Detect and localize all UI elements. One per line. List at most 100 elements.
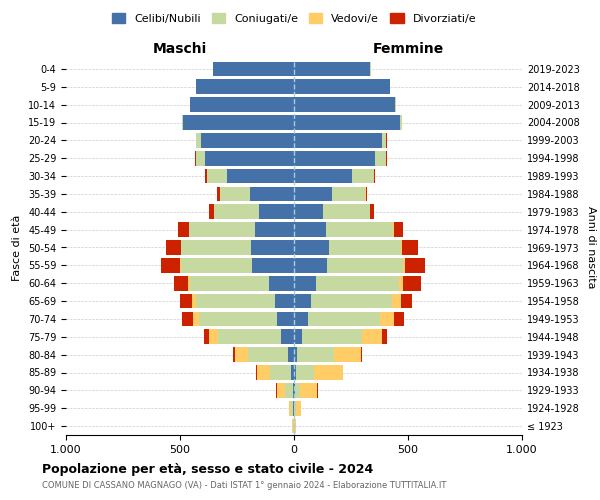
Bar bbox=[184, 115, 294, 130]
Bar bbox=[189, 222, 255, 237]
Bar bbox=[205, 151, 294, 166]
Bar bbox=[220, 186, 250, 201]
Bar bbox=[200, 133, 294, 148]
Bar bbox=[302, 330, 362, 344]
Bar bbox=[295, 401, 296, 415]
Bar bbox=[291, 365, 294, 380]
Bar bbox=[329, 240, 401, 255]
Bar bbox=[382, 133, 386, 148]
Bar bbox=[277, 312, 294, 326]
Bar bbox=[284, 383, 293, 398]
Bar bbox=[394, 312, 404, 326]
Bar bbox=[256, 365, 257, 380]
Bar bbox=[161, 258, 180, 272]
Bar bbox=[392, 294, 401, 308]
Bar bbox=[294, 276, 316, 290]
Text: COMUNE DI CASSANO MAGNAGO (VA) - Dati ISTAT 1° gennaio 2024 - Elaborazione TUTTI: COMUNE DI CASSANO MAGNAGO (VA) - Dati IS… bbox=[42, 481, 446, 490]
Bar bbox=[248, 348, 289, 362]
Bar bbox=[293, 401, 294, 415]
Bar bbox=[166, 240, 181, 255]
Bar bbox=[251, 240, 294, 255]
Bar bbox=[399, 276, 403, 290]
Bar bbox=[294, 383, 295, 398]
Legend: Celibi/Nubili, Coniugati/e, Vedovi/e, Divorziati/e: Celibi/Nubili, Coniugati/e, Vedovi/e, Di… bbox=[112, 13, 476, 24]
Bar bbox=[190, 98, 294, 112]
Bar bbox=[190, 276, 269, 290]
Bar bbox=[233, 348, 235, 362]
Bar bbox=[295, 383, 300, 398]
Bar bbox=[394, 222, 403, 237]
Bar bbox=[257, 365, 269, 380]
Bar bbox=[295, 419, 296, 434]
Bar bbox=[401, 294, 412, 308]
Bar bbox=[375, 151, 386, 166]
Bar bbox=[395, 98, 396, 112]
Bar bbox=[196, 294, 275, 308]
Bar bbox=[326, 222, 393, 237]
Text: Maschi: Maschi bbox=[153, 42, 207, 56]
Bar bbox=[294, 186, 332, 201]
Bar bbox=[293, 383, 294, 398]
Y-axis label: Fasce di età: Fasce di età bbox=[13, 214, 22, 280]
Bar bbox=[259, 204, 294, 219]
Bar bbox=[252, 258, 294, 272]
Bar bbox=[277, 383, 284, 398]
Bar bbox=[393, 222, 394, 237]
Bar bbox=[181, 294, 192, 308]
Bar bbox=[255, 222, 294, 237]
Bar bbox=[192, 294, 196, 308]
Bar bbox=[294, 133, 382, 148]
Bar bbox=[327, 258, 403, 272]
Bar bbox=[352, 168, 374, 184]
Bar bbox=[294, 294, 311, 308]
Bar bbox=[199, 312, 277, 326]
Bar bbox=[400, 115, 402, 130]
Bar bbox=[361, 348, 362, 362]
Bar bbox=[235, 348, 248, 362]
Bar bbox=[204, 330, 209, 344]
Bar bbox=[275, 294, 294, 308]
Bar bbox=[181, 240, 251, 255]
Bar bbox=[294, 62, 370, 76]
Bar bbox=[300, 383, 317, 398]
Bar bbox=[217, 186, 220, 201]
Bar bbox=[214, 204, 259, 219]
Bar bbox=[403, 258, 405, 272]
Bar bbox=[362, 330, 382, 344]
Bar bbox=[332, 186, 365, 201]
Bar bbox=[294, 115, 400, 130]
Bar bbox=[401, 240, 402, 255]
Bar bbox=[173, 276, 188, 290]
Bar bbox=[316, 276, 399, 290]
Bar bbox=[294, 80, 390, 94]
Bar bbox=[289, 348, 294, 362]
Bar bbox=[294, 348, 297, 362]
Bar bbox=[294, 98, 395, 112]
Bar bbox=[218, 330, 281, 344]
Bar bbox=[294, 151, 375, 166]
Bar bbox=[208, 168, 227, 184]
Bar bbox=[294, 312, 308, 326]
Y-axis label: Anni di nascita: Anni di nascita bbox=[586, 206, 596, 289]
Bar bbox=[405, 258, 425, 272]
Bar bbox=[370, 204, 374, 219]
Bar bbox=[209, 330, 218, 344]
Bar bbox=[374, 168, 376, 184]
Bar bbox=[296, 401, 301, 415]
Bar bbox=[196, 151, 205, 166]
Bar bbox=[380, 312, 394, 326]
Bar bbox=[269, 276, 294, 290]
Bar bbox=[181, 258, 252, 272]
Text: Femmine: Femmine bbox=[373, 42, 443, 56]
Bar bbox=[314, 365, 343, 380]
Bar bbox=[294, 258, 327, 272]
Bar bbox=[196, 133, 200, 148]
Bar bbox=[308, 312, 380, 326]
Bar bbox=[188, 276, 190, 290]
Bar bbox=[294, 222, 326, 237]
Bar bbox=[402, 240, 418, 255]
Bar bbox=[334, 348, 361, 362]
Bar bbox=[182, 312, 193, 326]
Bar bbox=[250, 186, 294, 201]
Bar bbox=[178, 222, 188, 237]
